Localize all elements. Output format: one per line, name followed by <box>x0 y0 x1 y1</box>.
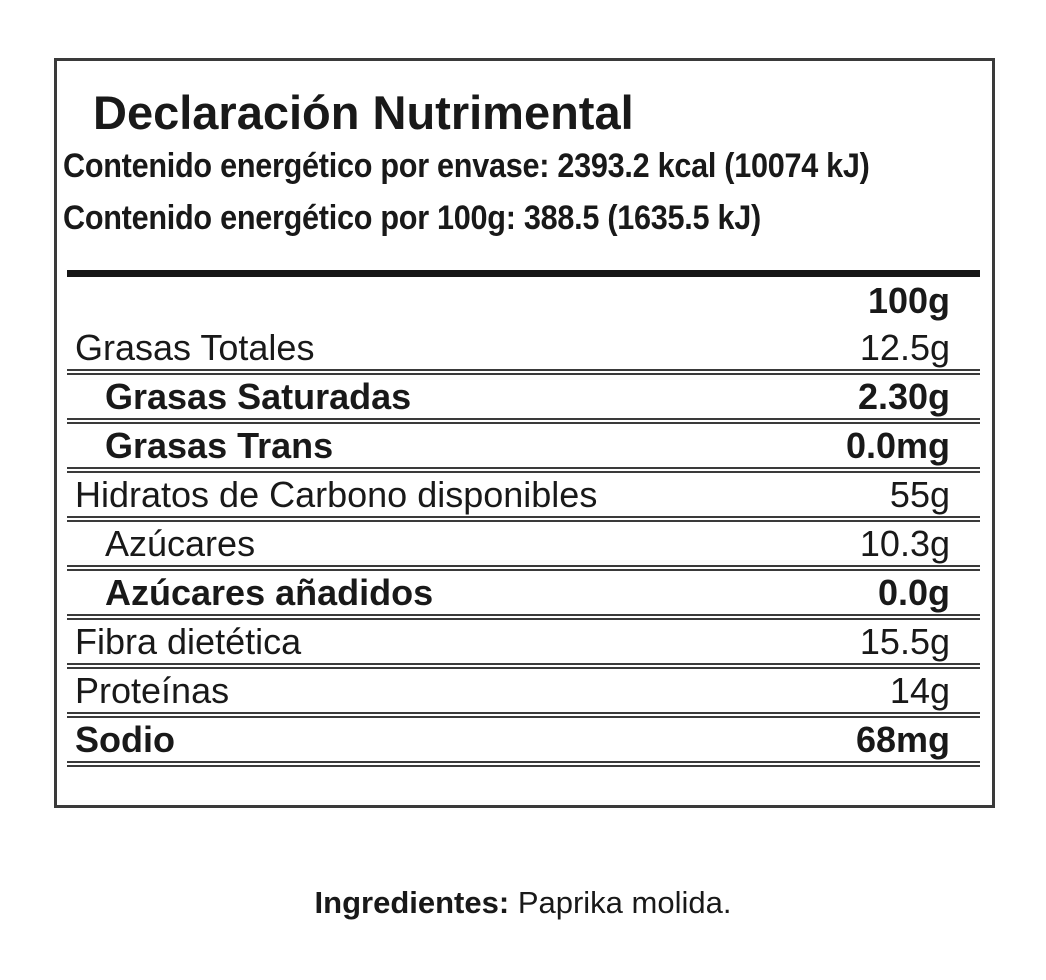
ingredients-label: Ingredientes: <box>314 885 510 920</box>
nutrient-name: Sodio <box>75 718 175 760</box>
nutrient-value: 12.5g <box>859 326 950 368</box>
energy-per-100g: Contenido energético por 100g: 388.5 (16… <box>63 198 761 237</box>
nutrient-row: Sodio 68mg <box>67 718 980 767</box>
nutrient-row: Hidratos de Carbono disponibles 55g <box>67 473 980 522</box>
header-divider <box>67 269 980 277</box>
nutrient-name: Azúcares añadidos <box>105 571 434 613</box>
nutrient-name: Proteínas <box>75 669 230 711</box>
nutrient-name: Azúcares <box>105 522 256 564</box>
nutrient-name: Fibra dietética <box>75 620 302 662</box>
nutrient-value: 68mg <box>855 718 950 760</box>
nutrient-name: Grasas Trans <box>105 424 334 466</box>
nutrient-value: 55g <box>889 473 950 515</box>
nutrient-row: Azúcares añadidos 0.0g <box>67 571 980 620</box>
nutrition-facts-panel: Declaración Nutrimental Contenido energé… <box>54 58 995 808</box>
nutrient-name: Grasas Totales <box>75 326 315 368</box>
nutrient-value: 0.0mg <box>845 424 950 466</box>
nutrient-row: Grasas Totales 12.5g <box>67 326 980 375</box>
ingredients-line: Ingredientes: Paprika molida. <box>0 885 1046 921</box>
nutrient-name: Grasas Saturadas <box>105 375 412 417</box>
column-header-100g: 100g <box>867 280 950 322</box>
nutrient-rows: Grasas Totales 12.5g Grasas Saturadas 2.30g… <box>67 326 980 767</box>
nutrient-table: 100g Grasas Totales 12.5g Grasas Saturadas… <box>67 277 980 767</box>
ingredients-value: Paprika molida. <box>517 885 732 920</box>
nutrient-value: 15.5g <box>859 620 950 662</box>
nutrient-row: Azúcares 10.3g <box>67 522 980 571</box>
nutrient-row: Fibra dietética 15.5g <box>67 620 980 669</box>
energy-per-package: Contenido energético por envase: 2393.2 … <box>63 146 870 185</box>
nutrient-value: 10.3g <box>859 522 950 564</box>
nutrient-name: Hidratos de Carbono disponibles <box>75 473 598 515</box>
nutrient-value: 0.0g <box>877 571 950 613</box>
nutrient-row: Proteínas 14g <box>67 669 980 718</box>
nutrient-row: Grasas Saturadas 2.30g <box>67 375 980 424</box>
panel-title: Declaración Nutrimental <box>93 86 634 139</box>
nutrient-row: Grasas Trans 0.0mg <box>67 424 980 473</box>
nutrient-value: 14g <box>889 669 950 711</box>
nutrient-value: 2.30g <box>857 375 950 417</box>
column-header-row: 100g <box>67 277 980 326</box>
